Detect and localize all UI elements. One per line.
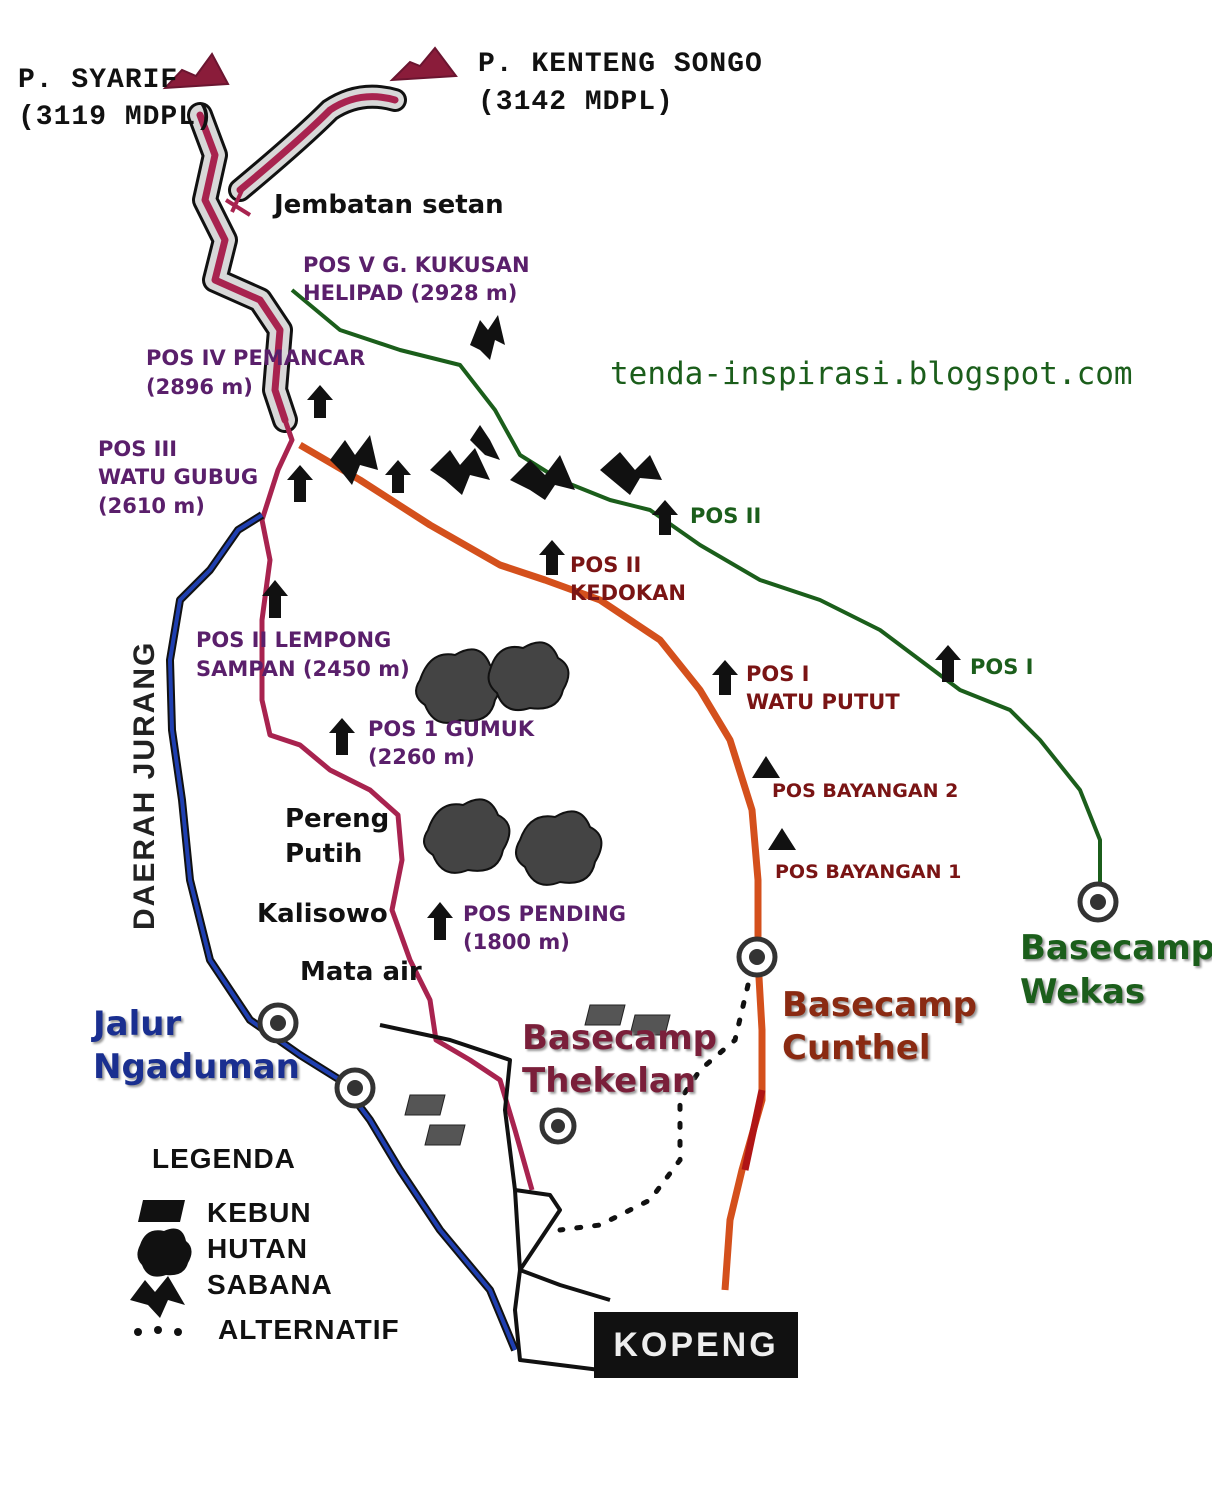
legend-icons (130, 1200, 192, 1336)
pos2-lempong-label-b: SAMPAN (2450 m) (196, 657, 410, 681)
summit-ridge (187, 84, 407, 433)
daerah-jurang-label: DAERAH JURANG (128, 640, 161, 930)
cunthel-pos2-label-b: KEDOKAN (570, 581, 687, 605)
pos5-label-b: HELIPAD (2928 m) (303, 281, 518, 305)
pos-markers (262, 385, 961, 940)
place-jembatan-setan: Jembatan setan (274, 190, 504, 220)
cunthel-pos2-label-a: POS II (570, 553, 642, 577)
pos3-label-c: (2610 m) (98, 494, 205, 518)
pos-bayangan-1-label: POS BAYANGAN 1 (775, 861, 962, 883)
peak-kenteng-name: P. KENTENG SONGO (478, 49, 763, 80)
jalur-ngaduman-line2: Ngaduman (93, 1047, 300, 1087)
place-pereng-line2: Putih (285, 839, 363, 869)
hutan-icons (415, 641, 603, 886)
legend-sabana-icon (130, 1276, 185, 1318)
place-mata-air: Mata air (300, 957, 422, 987)
place-kalisowo: Kalisowo (257, 899, 388, 929)
place-pereng-line1: Pereng (285, 804, 390, 834)
legend-hutan-icon (137, 1228, 192, 1277)
peak-syarif-name: P. SYARIF (18, 65, 179, 96)
peak-kenteng-elevation: (3142 MDPL) (478, 87, 674, 118)
kopeng-label: KOPENG (594, 1312, 798, 1378)
pos3-label-a: POS III (98, 437, 178, 461)
pos1-gumuk-label-a: POS 1 GUMUK (368, 717, 535, 741)
basecamp-wekas-line2: Wekas (1020, 972, 1146, 1012)
wekas-pos1-label: POS I (970, 655, 1034, 679)
cunthel-pos1-label-a: POS I (746, 662, 810, 686)
legend-alternatif: ALTERNATIF (218, 1314, 400, 1345)
route-thekelan (259, 419, 535, 1191)
legend-alternatif-icon (134, 1328, 142, 1336)
pos4-label-b: (2896 m) (146, 375, 253, 399)
pos1-gumuk-label-b: (2260 m) (368, 745, 475, 769)
watermark-url: tenda-inspirasi.blogspot.com (610, 356, 1133, 392)
pos3-label-b: WATU GUBUG (98, 465, 259, 489)
pos5-label-a: POS V G. KUKUSAN (303, 253, 530, 277)
legend-hutan: HUTAN (207, 1233, 308, 1264)
peak-syarif-elevation: (3119 MDPL) (18, 102, 214, 133)
cunthel-pos1-label-b: WATU PUTUT (746, 690, 900, 714)
mountain-icon-kenteng (389, 46, 458, 82)
legend-kebun-icon (138, 1200, 185, 1222)
legend-title: LEGENDA (152, 1143, 296, 1174)
kebun-icons (404, 1004, 671, 1146)
pos2-lempong-label-a: POS II LEMPONG (196, 628, 392, 652)
sabana-icons (330, 315, 662, 500)
legend-kebun: KEBUN (207, 1197, 312, 1228)
basecamp-cunthel-line2: Cunthel (782, 1028, 931, 1068)
route-wekas (290, 288, 1102, 890)
basecamp-thekelan-line2: Thekelan (522, 1061, 697, 1101)
pos-pending-label-a: POS PENDING (463, 902, 627, 926)
pos4-label-a: POS IV PEMANCAR (146, 346, 366, 370)
basecamp-thekelan-line1: Basecamp (522, 1018, 718, 1058)
pos-bayangan-2-label: POS BAYANGAN 2 (772, 780, 959, 802)
legend-sabana: SABANA (207, 1269, 333, 1300)
pos-pending-label-b: (1800 m) (463, 930, 570, 954)
basecamp-markers (257, 881, 1119, 1145)
basecamp-wekas-line1: Basecamp (1020, 928, 1212, 968)
wekas-pos2-label: POS II (690, 504, 762, 528)
jalur-ngaduman-line1: Jalur (93, 1004, 182, 1044)
mountain-icon-syarif (162, 52, 230, 90)
roads (379, 1023, 611, 1372)
basecamp-cunthel-line1: Basecamp (782, 985, 978, 1025)
